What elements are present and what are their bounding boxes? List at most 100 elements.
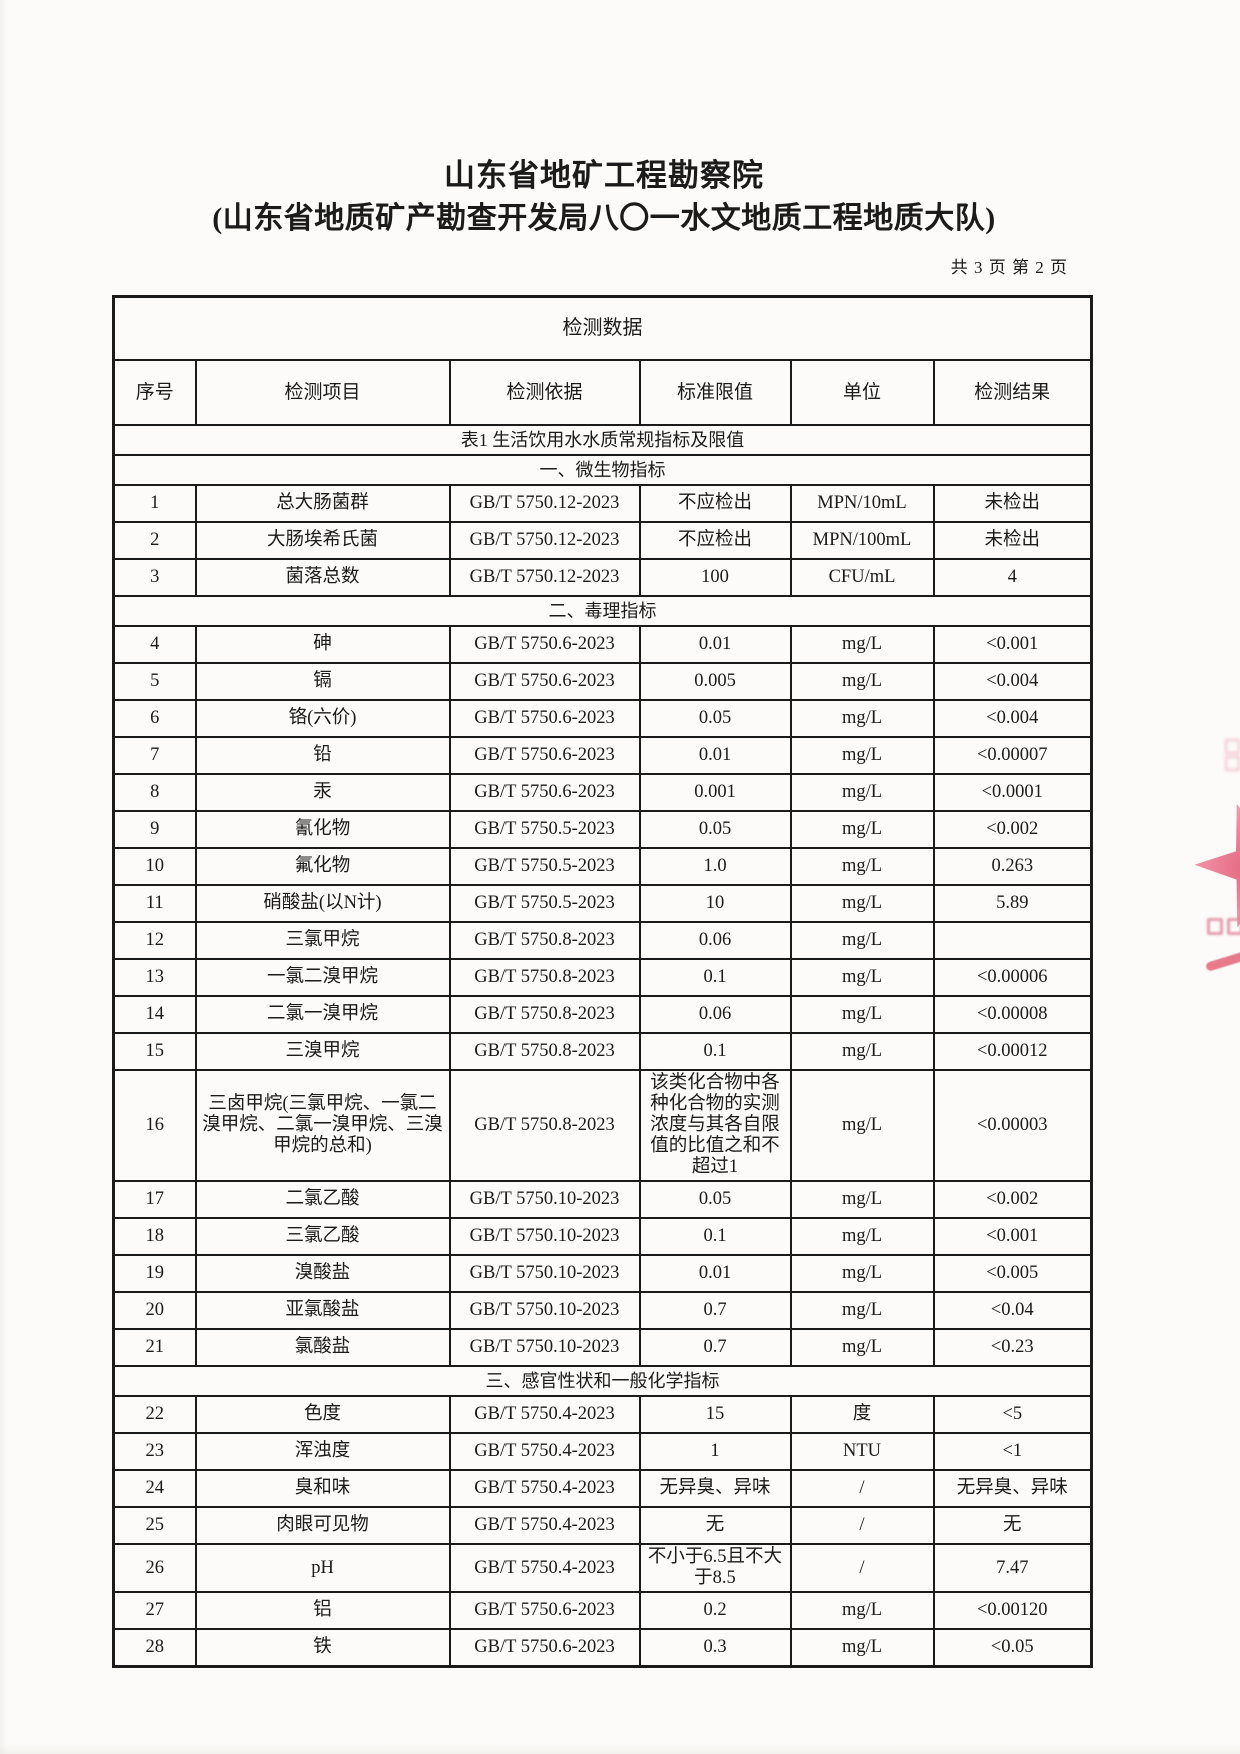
organization-subtitle: (山东省地质矿产勘查开发局八〇一水文地质工程地质大队)	[212, 202, 996, 235]
standard-limit: 0.7	[638, 1291, 792, 1330]
test-result: <0.002	[932, 1180, 1093, 1219]
table-row: 15 三溴甲烷 GB/T 5750.8-2023 0.1 mg/L <0.00012	[112, 1032, 1093, 1071]
table-row: 22 色度 GB/T 5750.4-2023 15 度 <5	[112, 1395, 1093, 1434]
row-number: 4	[112, 625, 197, 664]
standard-limit: 0.3	[638, 1628, 792, 1668]
standard-limit: 0.05	[638, 810, 792, 849]
test-method: GB/T 5750.10-2023	[448, 1217, 641, 1256]
unit: MPN/10mL	[789, 484, 935, 523]
standard-limit: 0.05	[638, 1180, 792, 1219]
unit: mg/L	[789, 1628, 935, 1668]
table-row: 6 铬(六价) GB/T 5750.6-2023 0.05 mg/L <0.004	[112, 699, 1093, 738]
row-number: 2	[112, 521, 197, 560]
table-row: 12 三氯甲烷 GB/T 5750.8-2023 0.06 mg/L	[112, 921, 1093, 960]
unit: mg/L	[789, 1328, 935, 1367]
table-row: 20 亚氯酸盐 GB/T 5750.10-2023 0.7 mg/L <0.04	[112, 1291, 1093, 1330]
test-method: GB/T 5750.5-2023	[448, 810, 641, 849]
table-title: 检测数据	[112, 295, 1093, 361]
unit: 度	[789, 1395, 935, 1434]
test-method: GB/T 5750.12-2023	[448, 484, 641, 523]
row-number: 17	[112, 1180, 197, 1219]
col-header-result: 检测结果	[932, 359, 1093, 426]
row-number: 19	[112, 1254, 197, 1293]
table-row: 14 二氯一溴甲烷 GB/T 5750.8-2023 0.06 mg/L <0.00008	[112, 995, 1093, 1034]
unit: CFU/mL	[789, 558, 935, 597]
test-item: 色度	[194, 1395, 451, 1434]
unit: mg/L	[789, 884, 935, 923]
test-method: GB/T 5750.10-2023	[448, 1291, 641, 1330]
standard-limit: 0.1	[638, 1032, 792, 1071]
standard-limit: 0.1	[638, 1217, 792, 1256]
standard-limit: 0.005	[638, 662, 792, 701]
col-header-unit: 单位	[789, 359, 935, 426]
table-row: 17 二氯乙酸 GB/T 5750.10-2023 0.05 mg/L <0.002	[112, 1180, 1093, 1219]
test-method: GB/T 5750.8-2023	[448, 1032, 641, 1071]
table-header-row: 序号 检测项目 检测依据 标准限值 单位 检测结果	[112, 359, 1093, 426]
test-item: 臭和味	[194, 1469, 451, 1508]
unit: mg/L	[789, 625, 935, 664]
test-result: <0.0001	[932, 773, 1093, 812]
table-row: 25 肉眼可见物 GB/T 5750.4-2023 无 / 无	[112, 1506, 1093, 1545]
unit: mg/L	[789, 699, 935, 738]
table-row: 7 铅 GB/T 5750.6-2023 0.01 mg/L <0.00007	[112, 736, 1093, 775]
row-number: 20	[112, 1291, 197, 1330]
test-result: <0.00007	[932, 736, 1093, 775]
test-item: 硝酸盐(以N计)	[194, 884, 451, 923]
test-method: GB/T 5750.8-2023	[448, 921, 641, 960]
standard-limit: 1.0	[638, 847, 792, 886]
test-item: 三溴甲烷	[194, 1032, 451, 1071]
test-result: <0.00003	[932, 1069, 1093, 1182]
standard-limit: 0.06	[638, 921, 792, 960]
unit: mg/L	[789, 810, 935, 849]
standard-limit: 不小于6.5且不大于8.5	[638, 1543, 792, 1593]
table-row: 4 砷 GB/T 5750.6-2023 0.01 mg/L <0.001	[112, 625, 1093, 664]
test-result: 无异臭、异味	[932, 1469, 1093, 1508]
unit: /	[789, 1506, 935, 1545]
page-number-info: 共 3 页 第 2 页	[950, 258, 1068, 277]
test-result: <0.00008	[932, 995, 1093, 1034]
table-row: 8 汞 GB/T 5750.6-2023 0.001 mg/L <0.0001	[112, 773, 1093, 812]
test-item: 肉眼可见物	[194, 1506, 451, 1545]
row-number: 9	[112, 810, 197, 849]
test-result: <0.004	[932, 662, 1093, 701]
standard-limit: 0.7	[638, 1328, 792, 1367]
row-number: 21	[112, 1328, 197, 1367]
test-method: GB/T 5750.5-2023	[448, 847, 641, 886]
test-item: 铁	[194, 1628, 451, 1668]
test-method: GB/T 5750.6-2023	[448, 773, 641, 812]
test-result: 0.263	[932, 847, 1093, 886]
test-method: GB/T 5750.4-2023	[448, 1469, 641, 1508]
table-row: 16 三卤甲烷(三氯甲烷、一氯二溴甲烷、二氯一溴甲烷、三溴甲烷的总和) GB/T 5…	[112, 1069, 1093, 1182]
table-row: 10 氟化物 GB/T 5750.5-2023 1.0 mg/L 0.263	[112, 847, 1093, 886]
test-method: GB/T 5750.12-2023	[448, 521, 641, 560]
test-method: GB/T 5750.6-2023	[448, 736, 641, 775]
row-number: 13	[112, 958, 197, 997]
row-number: 14	[112, 995, 197, 1034]
section-row: 二、毒理指标	[112, 595, 1093, 627]
test-result: <0.00012	[932, 1032, 1093, 1071]
test-result: 未检出	[932, 484, 1093, 523]
row-number: 24	[112, 1469, 197, 1508]
table-row: 3 菌落总数 GB/T 5750.12-2023 100 CFU/mL 4	[112, 558, 1093, 597]
test-method: GB/T 5750.10-2023	[448, 1254, 641, 1293]
test-item: 砷	[194, 625, 451, 664]
standard-limit: 0.05	[638, 699, 792, 738]
test-result: <0.005	[932, 1254, 1093, 1293]
test-item: 浑浊度	[194, 1432, 451, 1471]
table-row: 28 铁 GB/T 5750.6-2023 0.3 mg/L <0.05	[112, 1628, 1093, 1668]
section-header: 三、感官性状和一般化学指标	[112, 1365, 1093, 1397]
standard-limit: 10	[638, 884, 792, 923]
test-result: <0.23	[932, 1328, 1093, 1367]
seal-text-smudge-upper	[1222, 737, 1240, 789]
organization-title: 山东省地矿工程勘察院	[444, 158, 764, 193]
test-item: 铅	[194, 736, 451, 775]
section-row: 一、微生物指标	[112, 454, 1093, 486]
unit: mg/L	[789, 662, 935, 701]
row-number: 16	[112, 1069, 197, 1182]
test-item: 亚氯酸盐	[194, 1291, 451, 1330]
row-number: 12	[112, 921, 197, 960]
test-method: GB/T 5750.4-2023	[448, 1506, 641, 1545]
unit: mg/L	[789, 736, 935, 775]
table-row: 21 氯酸盐 GB/T 5750.10-2023 0.7 mg/L <0.23	[112, 1328, 1093, 1367]
